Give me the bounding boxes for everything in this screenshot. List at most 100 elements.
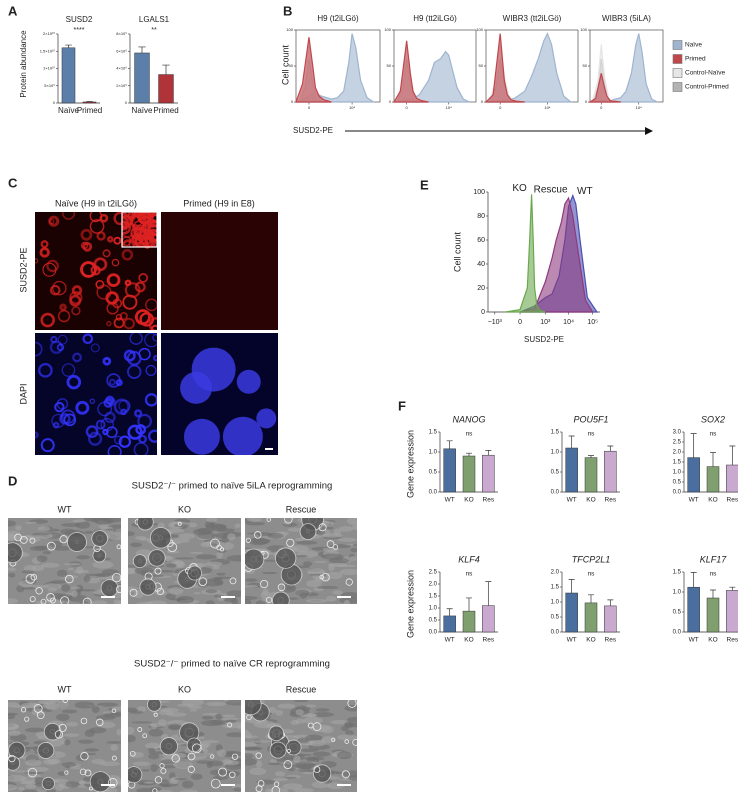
series-label: Rescue [534,185,568,196]
texture [174,777,187,781]
colony [8,542,23,564]
bar [134,52,150,104]
x-tick-label: 10⁴ [446,105,452,110]
cell [80,261,97,278]
texture [132,761,151,767]
texture [61,523,81,527]
micrograph [122,212,157,247]
image-content [245,518,357,604]
x-tick-label: 10⁴ [544,105,550,110]
texture [75,584,84,593]
cell [167,542,178,553]
cell [8,754,16,763]
texture [245,752,254,759]
texture [294,761,315,769]
texture [71,590,78,598]
texture [57,569,68,578]
x-tick-label: 0 [406,105,409,110]
y-tick-label: 50 [289,63,294,68]
cell [145,298,157,312]
texture [150,764,158,773]
colony [41,776,55,791]
texture [95,573,111,578]
texture [173,761,194,769]
y-tick-label: 1.0 [673,470,682,476]
texture [305,734,323,742]
texture [295,589,310,596]
cell [35,587,43,595]
texture [189,709,198,712]
y-tick-label: 0 [53,100,56,105]
y-tick-label: 1×10¹⁰ [43,66,55,71]
texture [287,597,299,600]
texture [303,716,323,725]
cell [144,221,152,229]
texture [23,564,36,573]
texture [84,748,99,752]
cell [321,573,330,582]
texture [226,555,241,562]
colony [89,771,111,792]
cell [80,717,88,725]
cell [284,518,293,524]
cell [115,585,121,594]
cell [121,248,134,261]
bar [604,450,617,493]
cell [255,785,263,792]
bar [482,454,495,493]
texture [47,587,58,592]
cell [29,537,36,544]
texture [282,783,303,790]
colony [92,548,107,563]
x-tick-label: 10⁵ [587,319,598,326]
texture [352,524,357,531]
texture [245,578,258,582]
texture [105,528,117,531]
texture [8,572,16,578]
texture [106,741,121,744]
texture [274,771,286,777]
cell [79,768,87,776]
texture [295,537,305,542]
texture [293,788,314,792]
cell [107,444,122,455]
cell [65,574,74,584]
texture [165,593,176,600]
y-tick-label: 4×10⁹ [116,66,127,71]
colony [285,739,302,756]
cell [273,781,280,787]
chart-title: TFCP2L1 [572,554,611,564]
texture [60,528,76,535]
texture [249,767,267,776]
cell [35,431,39,439]
texture [37,526,51,532]
texture [339,597,357,604]
cell [102,356,112,366]
texture [145,600,167,604]
texture [255,600,267,604]
x-tick-label: 0 [600,105,603,110]
cell [54,401,65,413]
cell [147,213,157,228]
row-label: DAPI [18,383,28,404]
significance: ns [466,571,474,578]
texture [63,562,82,566]
texture [36,789,48,792]
texture [65,721,79,727]
texture [325,595,337,602]
texture [262,571,278,575]
texture [339,568,357,576]
texture [201,740,219,744]
cell [97,401,113,417]
texture [206,518,218,523]
texture [216,551,224,559]
texture [349,556,357,562]
texture [130,751,144,758]
x-tick-label: Res [483,497,495,504]
texture [213,775,229,780]
y-tick-label: 2.0 [551,570,560,576]
density-curve [392,40,429,103]
y-tick-label: 1.5 [429,594,438,600]
axis-title: Protein abundance [19,30,28,98]
